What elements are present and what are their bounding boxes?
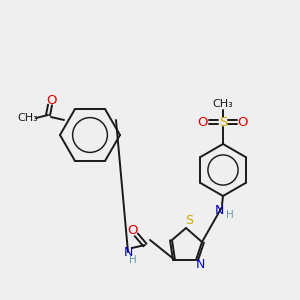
Text: O: O bbox=[128, 224, 138, 238]
Text: H: H bbox=[226, 210, 234, 220]
Text: O: O bbox=[46, 94, 56, 106]
Text: H: H bbox=[129, 255, 137, 265]
Text: S: S bbox=[219, 116, 227, 128]
Text: N: N bbox=[195, 259, 205, 272]
Text: O: O bbox=[198, 116, 208, 128]
Text: CH₃: CH₃ bbox=[18, 113, 38, 123]
Text: N: N bbox=[214, 203, 224, 217]
Text: O: O bbox=[238, 116, 248, 128]
Text: N: N bbox=[123, 245, 133, 259]
Text: S: S bbox=[185, 214, 193, 227]
Text: CH₃: CH₃ bbox=[213, 99, 233, 109]
